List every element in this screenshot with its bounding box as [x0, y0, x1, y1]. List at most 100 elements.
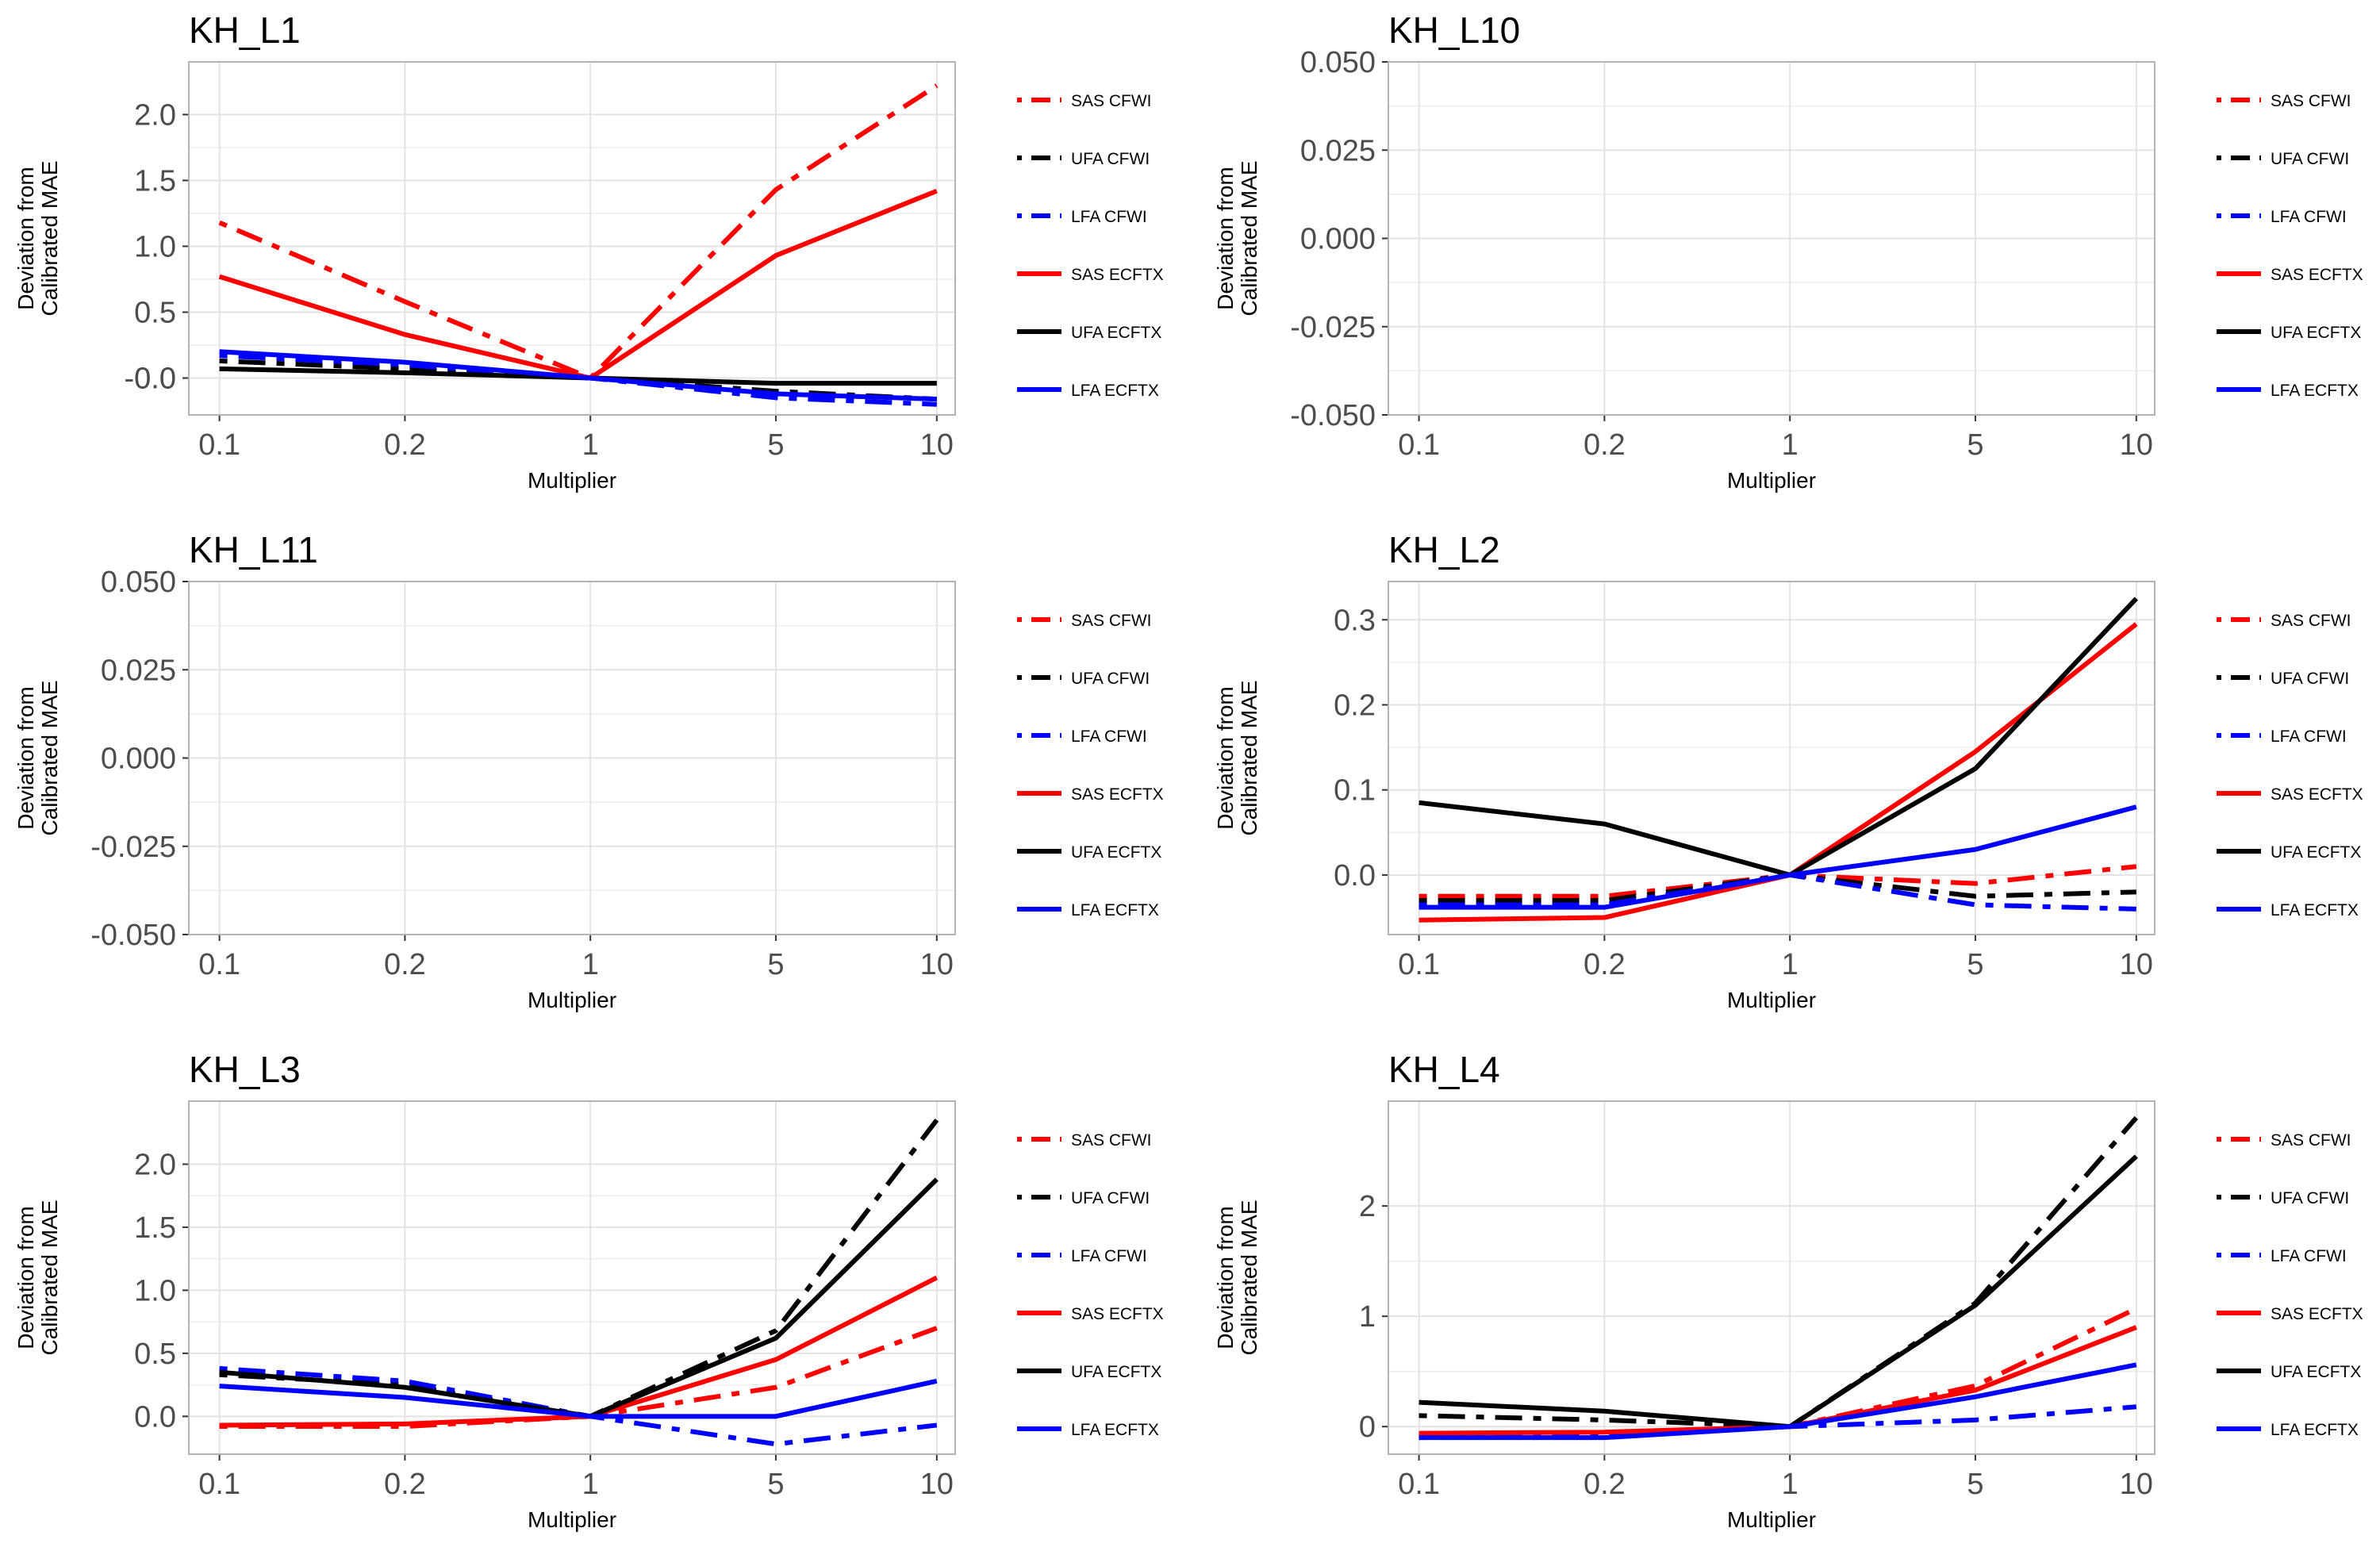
- legend-label-ufa-cfwi: UFA CFWI: [2271, 1189, 2349, 1207]
- x-tick-label: 0.1: [1398, 1468, 1440, 1501]
- y-axis-label: Deviation fromCalibrated MAE: [1213, 160, 1261, 316]
- y-tick-label: -0.025: [90, 831, 176, 864]
- chart-panel-kh-l11: KH_L11 -0.050 -0.025 0.000 0.025 0.050 0.1 0.2 1…: [13, 529, 1164, 1012]
- legend-label-sas-cfwi: SAS CFWI: [1071, 92, 1152, 110]
- legend-label-ufa-ecftx: UFA ECFTX: [2271, 324, 2361, 342]
- y-axis-label-line: Calibrated MAE: [1237, 680, 1261, 835]
- x-tick-label: 0.2: [1583, 1468, 1626, 1501]
- chart-title: KH_L1: [189, 10, 301, 51]
- x-axis-label: Multiplier: [528, 988, 616, 1012]
- y-axis-label: Deviation fromCalibrated MAE: [13, 160, 62, 316]
- legend-label-ufa-ecftx: UFA ECFTX: [1071, 324, 1161, 342]
- y-tick-label: 0.0: [134, 1400, 176, 1434]
- y-tick-label: -0.025: [1290, 311, 1376, 344]
- y-tick-label: 0.3: [1334, 604, 1376, 637]
- y-axis-label-line: Calibrated MAE: [1237, 1200, 1261, 1355]
- y-axis-label-line: Deviation from: [1213, 1206, 1238, 1349]
- x-tick-label: 10: [2120, 948, 2153, 981]
- legend-label-ufa-ecftx: UFA ECFTX: [2271, 1363, 2361, 1381]
- x-tick-label: 0.2: [1583, 428, 1626, 462]
- legend-label-lfa-ecftx: LFA ECFTX: [1071, 382, 1159, 400]
- x-tick-label: 5: [767, 948, 784, 981]
- y-tick-label: -0.050: [1290, 399, 1376, 432]
- x-tick-label: 1: [582, 1468, 599, 1501]
- y-tick-label: 0.1: [1334, 774, 1376, 808]
- x-axis-label: Multiplier: [1727, 1507, 1816, 1532]
- legend-label-lfa-ecftx: LFA ECFTX: [1071, 1421, 1159, 1439]
- series-line-sas-cfwi: [219, 1326, 938, 1430]
- x-tick-label: 0.1: [198, 1468, 240, 1501]
- y-axis-label-line: Deviation from: [13, 167, 38, 310]
- legend-label-lfa-cfwi: LFA CFWI: [2271, 1247, 2347, 1265]
- legend-label-lfa-cfwi: LFA CFWI: [2271, 727, 2347, 746]
- y-axis-label-line: Deviation from: [13, 1206, 38, 1349]
- y-tick-label: 0.000: [1300, 223, 1376, 256]
- y-tick-label: 0.5: [134, 1338, 176, 1371]
- legend-label-sas-ecftx: SAS ECFTX: [2271, 266, 2363, 284]
- y-axis-label-line: Calibrated MAE: [1237, 160, 1261, 316]
- legend-label-lfa-cfwi: LFA CFWI: [2271, 208, 2347, 226]
- y-tick-label: -0.050: [90, 919, 176, 952]
- x-tick-label: 0.2: [384, 948, 426, 981]
- legend-label-sas-ecftx: SAS ECFTX: [1071, 1305, 1164, 1323]
- y-tick-label: 1.0: [134, 1274, 176, 1307]
- x-tick-label: 1: [1782, 428, 1798, 462]
- legend-label-sas-ecftx: SAS ECFTX: [1071, 785, 1164, 804]
- legend-label-ufa-cfwi: UFA CFWI: [1071, 1189, 1150, 1207]
- y-axis-label: Deviation fromCalibrated MAE: [13, 1200, 62, 1355]
- chart-panel-kh-l10: KH_L10 -0.050 -0.025 0.000 0.025 0.050 0.1 0.2 1…: [1213, 10, 2363, 493]
- chart-panel-kh-l3: KH_L3 0.0 0.5 1.0 1.5 2.0 0.1 0.2 1 5 10 Multiplier…: [13, 1049, 1164, 1532]
- y-axis-label-line: Calibrated MAE: [37, 1200, 62, 1355]
- y-tick-label: 0.0: [134, 363, 176, 396]
- y-tick-label: 0.050: [101, 566, 176, 599]
- x-tick-label: 10: [2120, 428, 2153, 462]
- y-tick-label: 1: [1359, 1300, 1376, 1334]
- chart-title: KH_L10: [1388, 10, 1520, 51]
- x-tick-label: 0.1: [198, 948, 240, 981]
- chart-panel-kh-l4: KH_L4 0 1 2 0.1 0.2 1 5 10 Multiplier Deviation fr…: [1213, 1049, 2363, 1532]
- chart-title: KH_L4: [1388, 1049, 1500, 1090]
- x-tick-label: 5: [767, 1468, 784, 1501]
- legend-label-ufa-ecftx: UFA ECFTX: [1071, 843, 1161, 862]
- chart-panel-kh-l1: KH_L1 -0.00.0 0.5 1.0 1.5 2.0 0.1 0.2 1 5 10 Multip…: [13, 10, 1164, 493]
- plot-border: [1388, 1100, 2155, 1455]
- x-tick-label: 5: [1967, 1468, 1983, 1501]
- plot-border: [188, 581, 956, 935]
- legend-label-ufa-ecftx: UFA ECFTX: [1071, 1363, 1161, 1381]
- series-line-lfa-ecftx: [219, 349, 937, 402]
- series-line-ufa-ecftx: [219, 1177, 939, 1419]
- legend-label-ufa-cfwi: UFA CFWI: [1071, 670, 1150, 688]
- x-tick-label: 10: [920, 1468, 954, 1501]
- plot-border: [188, 61, 956, 416]
- legend-label-ufa-ecftx: UFA ECFTX: [2271, 843, 2361, 862]
- x-tick-label: 10: [920, 948, 954, 981]
- plot-border: [1388, 61, 2155, 416]
- x-tick-label: 5: [1967, 948, 1983, 981]
- y-tick-label: 2: [1359, 1190, 1376, 1223]
- legend-label-lfa-ecftx: LFA ECFTX: [1071, 901, 1159, 919]
- x-tick-label: 0.1: [1398, 428, 1440, 462]
- legend-label-lfa-ecftx: LFA ECFTX: [2271, 1421, 2359, 1439]
- chart-title: KH_L3: [189, 1049, 301, 1090]
- x-tick-label: 5: [1967, 428, 1983, 462]
- y-tick-label: 0.5: [134, 296, 176, 329]
- y-axis-label-line: Deviation from: [1213, 167, 1238, 310]
- legend-label-ufa-cfwi: UFA CFWI: [2271, 670, 2349, 688]
- legend-label-ufa-cfwi: UFA CFWI: [2271, 150, 2349, 168]
- y-tick-label: 1.5: [134, 1211, 176, 1245]
- series-line-lfa-ecftx: [1418, 804, 2137, 910]
- y-tick-label: 0.0: [1334, 859, 1376, 892]
- series-line-ufa-cfwi: [1418, 1115, 2139, 1430]
- x-tick-label: 1: [582, 428, 599, 462]
- legend-label-sas-cfwi: SAS CFWI: [1071, 612, 1152, 630]
- y-axis-label: Deviation fromCalibrated MAE: [1213, 680, 1261, 835]
- y-tick-label: 1.5: [134, 164, 176, 198]
- legend-label-ufa-cfwi: UFA CFWI: [1071, 150, 1150, 168]
- legend-label-lfa-cfwi: LFA CFWI: [1071, 727, 1147, 746]
- legend-label-lfa-ecftx: LFA ECFTX: [2271, 382, 2359, 400]
- y-tick-label: 1.0: [134, 230, 176, 263]
- x-tick-label: 1: [582, 948, 599, 981]
- y-tick-label: 0.050: [1300, 46, 1376, 79]
- chart-title: KH_L11: [189, 529, 318, 570]
- y-axis-label-line: Deviation from: [13, 686, 38, 830]
